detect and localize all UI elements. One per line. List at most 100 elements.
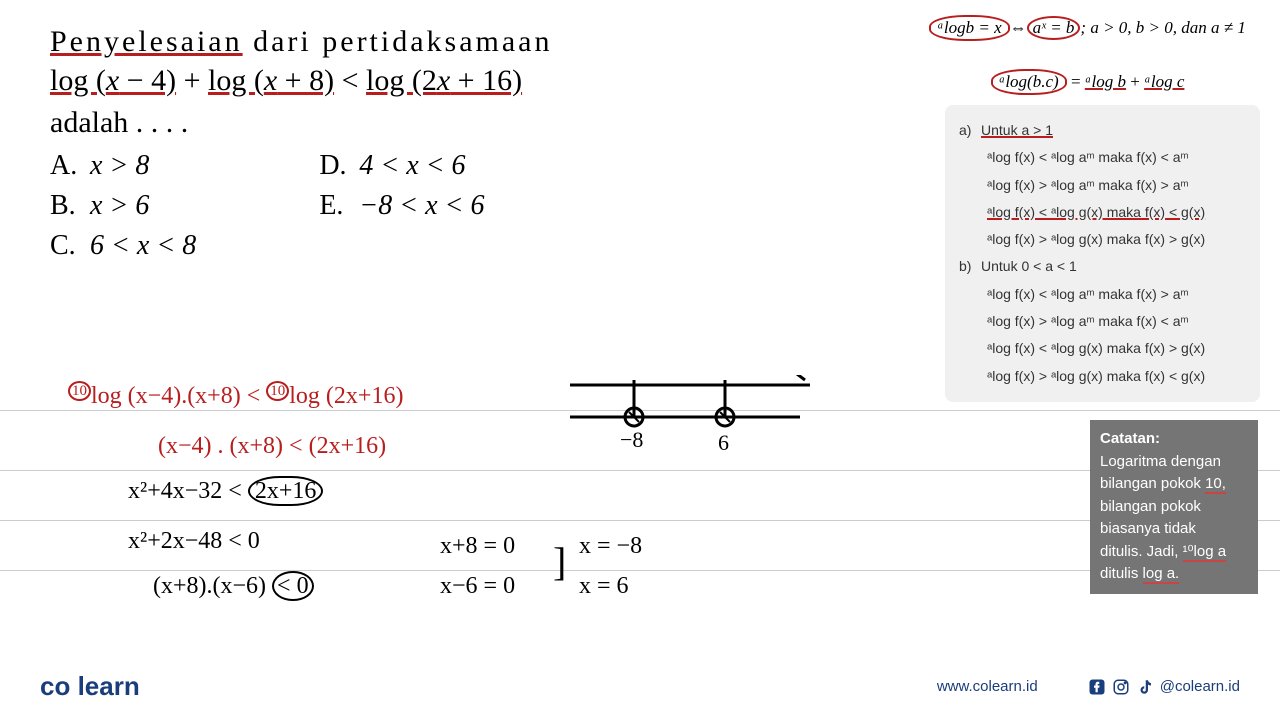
- formula-part: =: [1071, 72, 1081, 91]
- note-text: log a.: [1143, 565, 1180, 584]
- work-text: x²+4x−32 <: [128, 478, 242, 504]
- social-handle: @colearn.id: [1160, 678, 1240, 695]
- option-e-label: E.: [319, 190, 359, 222]
- note-text: ¹⁰log a: [1183, 543, 1227, 562]
- facebook-icon: [1088, 678, 1106, 696]
- formula-part: ᵃlog c: [1144, 72, 1184, 91]
- logo-part: co: [40, 671, 70, 701]
- section-b-title: Untuk 0 < a < 1: [981, 258, 1077, 274]
- rule-item: ᵃlog f(x) < ᵃlog aᵐ maka f(x) < aᵐ: [959, 144, 1246, 171]
- tiktok-icon: [1136, 678, 1154, 696]
- eq-part: log (2: [366, 64, 437, 97]
- option-d-label: D.: [319, 150, 359, 182]
- rule-item: ᵃlog f(x) > ᵃlog aᵐ maka f(x) > aᵐ: [959, 172, 1246, 199]
- option-b-label: B.: [50, 190, 90, 222]
- note-text: ditulis: [1100, 565, 1143, 582]
- notebook-rule: [0, 470, 1280, 471]
- formula-line-2: ᵃlog(b.c) = ᵃlog b + ᵃlog c: [915, 64, 1260, 100]
- brand-logo: co learn: [40, 671, 140, 702]
- formula-part: ᵃlog(b.c): [999, 72, 1059, 91]
- section-b-label: b): [959, 253, 981, 280]
- work-line: 10log (x−4).(x+8) < 10log (2x+16): [68, 383, 403, 410]
- option-row: A.x > 8 D.4 < x < 6: [50, 150, 900, 182]
- note-panel: Catatan: Logaritma dengan bilangan pokok…: [1090, 420, 1258, 594]
- formula-part: ; a > 0, b > 0, dan a ≠ 1: [1080, 18, 1245, 37]
- eq-part: <: [334, 64, 366, 97]
- note-line: ditulis. Jadi, ¹⁰log a: [1100, 541, 1248, 564]
- work-text: (x+8).(x−6): [153, 573, 266, 599]
- solve-eq: x = 6: [579, 573, 629, 600]
- option-a-value: x > 8: [90, 150, 149, 181]
- work-line: x²+2x−48 < 0: [128, 528, 260, 555]
- adalah-text: adalah . . . .: [50, 106, 900, 140]
- instagram-icon: [1112, 678, 1130, 696]
- option-c-value: 6 < x < 8: [90, 230, 196, 261]
- social-links: @colearn.id: [1088, 678, 1240, 696]
- base-10-annotation: 10: [68, 381, 91, 401]
- problem-statement: Penyelesaian dari pertidaksamaan log ( x …: [50, 25, 900, 270]
- formula-definitions: ᵃlogb = x⇔aˣ = b; a > 0, b > 0, dan a ≠ …: [915, 10, 1260, 100]
- work-text: log (x−4).(x+8) <: [91, 383, 260, 409]
- eq-part: x: [437, 64, 450, 97]
- work-line: (x−4) . (x+8) < (2x+16): [158, 433, 386, 460]
- note-text: ditulis. Jadi,: [1100, 543, 1183, 560]
- work-text: log (2x+16): [289, 383, 403, 409]
- rule-text: ᵃlog f(x) < ᵃlog g(x) maka f(x) < g(x): [987, 204, 1205, 220]
- formula-part: ᵃlogb = x: [937, 18, 1002, 37]
- work-line: x²+4x−32 < 2x+16: [128, 478, 323, 505]
- section-a-title: Untuk a > 1: [981, 122, 1053, 138]
- title-word: dari: [253, 25, 312, 58]
- option-row: B.x > 6 E.−8 < x < 6: [50, 190, 900, 222]
- eq-part: x: [106, 64, 119, 97]
- bracket-icon: ]: [553, 538, 566, 585]
- logarithm-rules-panel: a)Untuk a > 1 ᵃlog f(x) < ᵃlog aᵐ maka f…: [945, 105, 1260, 402]
- svg-text:6: 6: [718, 430, 729, 455]
- note-line: Logaritma dengan: [1100, 451, 1248, 474]
- rule-item: ᵃlog f(x) > ᵃlog aᵐ maka f(x) < aᵐ: [959, 308, 1246, 335]
- rules-section-a: a)Untuk a > 1: [959, 117, 1246, 144]
- option-b-value: x > 6: [90, 190, 149, 221]
- work-text: < 0: [272, 571, 314, 601]
- eq-part: log (: [50, 64, 106, 97]
- note-text: 10,: [1205, 475, 1226, 494]
- rule-item: ᵃlog f(x) < ᵃlog g(x) maka f(x) < g(x): [959, 199, 1246, 226]
- eq-part: log (: [208, 64, 264, 97]
- option-row: C.6 < x < 8: [50, 230, 900, 262]
- note-line: bilangan pokok 10,: [1100, 473, 1248, 496]
- note-text: bilangan pokok: [1100, 475, 1205, 492]
- base-10-annotation: 10: [266, 381, 289, 401]
- notebook-rule: [0, 570, 1280, 571]
- formula-part: +: [1126, 72, 1144, 91]
- eq-part: x: [264, 64, 277, 97]
- svg-text:−8: −8: [620, 427, 643, 452]
- option-a-label: A.: [50, 150, 90, 182]
- number-line-diagram: −8 6: [570, 375, 820, 470]
- section-a-label: a): [959, 117, 981, 144]
- formula-line-1: ᵃlogb = x⇔aˣ = b; a > 0, b > 0, dan a ≠ …: [915, 10, 1260, 46]
- logo-part: learn: [78, 671, 140, 701]
- rule-item: ᵃlog f(x) < ᵃlog g(x) maka f(x) > g(x): [959, 335, 1246, 362]
- eq-part: + 8): [277, 64, 334, 97]
- option-e-value: −8 < x < 6: [359, 190, 484, 221]
- answer-options: A.x > 8 D.4 < x < 6 B.x > 6 E.−8 < x < 6…: [50, 150, 900, 262]
- work-line: (x+8).(x−6) < 0: [153, 573, 314, 600]
- eq-part: − 4): [119, 64, 176, 97]
- rule-item: ᵃlog f(x) > ᵃlog g(x) maka f(x) < g(x): [959, 363, 1246, 390]
- problem-title: Penyelesaian dari pertidaksamaan: [50, 25, 900, 59]
- option-c-label: C.: [50, 230, 90, 262]
- note-line: biasanya tidak: [1100, 518, 1248, 541]
- option-d-value: 4 < x < 6: [359, 150, 465, 181]
- note-line: bilangan pokok: [1100, 496, 1248, 519]
- rules-section-b: b)Untuk 0 < a < 1: [959, 253, 1246, 280]
- formula-part: ᵃlog b: [1085, 72, 1126, 91]
- footer: co learn www.colearn.id @colearn.id: [0, 671, 1280, 702]
- title-word: Penyelesaian: [50, 25, 243, 58]
- formula-part: aˣ = b: [1033, 18, 1075, 37]
- website-url: www.colearn.id: [937, 678, 1038, 695]
- note-line: ditulis log a.: [1100, 563, 1248, 586]
- rule-item: ᵃlog f(x) < ᵃlog aᵐ maka f(x) > aᵐ: [959, 281, 1246, 308]
- eq-part: +: [176, 64, 208, 97]
- solve-eq: x = −8: [579, 533, 642, 560]
- work-text: 2x+16: [248, 476, 324, 506]
- notebook-rule: [0, 520, 1280, 521]
